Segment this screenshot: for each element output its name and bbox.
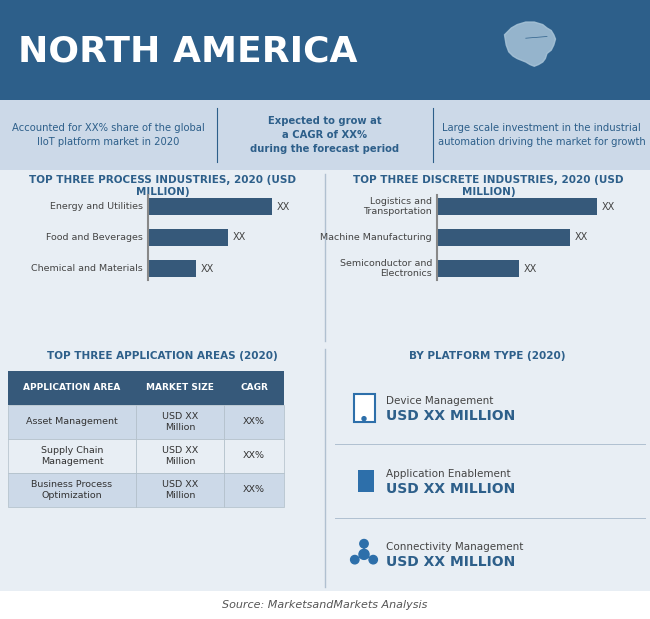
Bar — [0, 170, 650, 345]
Bar — [0, 0, 650, 100]
Bar — [136, 371, 224, 405]
Text: Source: MarketsandMarkets Analysis: Source: MarketsandMarkets Analysis — [222, 600, 428, 610]
Bar — [224, 473, 284, 507]
Bar — [148, 198, 272, 215]
Text: Business Process
Optimization: Business Process Optimization — [31, 480, 112, 500]
Bar — [0, 345, 650, 591]
Text: Expected to grow at
a CAGR of XX%
during the forecast period: Expected to grow at a CAGR of XX% during… — [250, 116, 400, 154]
Bar — [367, 470, 374, 492]
Text: USD XX
Million: USD XX Million — [162, 412, 198, 432]
Text: XX: XX — [602, 202, 615, 212]
Text: USD XX
Million: USD XX Million — [162, 480, 198, 500]
Bar — [437, 198, 597, 215]
Text: XX: XX — [233, 233, 246, 243]
Bar — [224, 405, 284, 439]
Text: Connectivity Management: Connectivity Management — [386, 542, 523, 552]
Text: MARKET SIZE: MARKET SIZE — [146, 384, 214, 392]
Text: Machine Manufacturing: Machine Manufacturing — [320, 233, 432, 242]
Text: XX: XX — [575, 233, 588, 243]
Text: BY PLATFORM TYPE (2020): BY PLATFORM TYPE (2020) — [410, 351, 566, 361]
Bar — [148, 260, 196, 277]
Text: TOP THREE APPLICATION AREAS (2020): TOP THREE APPLICATION AREAS (2020) — [47, 351, 278, 361]
Bar — [136, 405, 224, 439]
Bar — [136, 473, 224, 507]
Bar — [8, 473, 136, 507]
Text: USD XX MILLION: USD XX MILLION — [386, 482, 515, 496]
Text: Large scale investment in the industrial
automation driving the market for growt: Large scale investment in the industrial… — [438, 123, 645, 147]
Bar — [0, 100, 650, 170]
Text: Chemical and Materials: Chemical and Materials — [31, 264, 143, 273]
Text: CAGR: CAGR — [240, 384, 268, 392]
Text: XX%: XX% — [243, 417, 265, 426]
Polygon shape — [504, 22, 556, 66]
Text: Asset Management: Asset Management — [26, 417, 118, 426]
Bar — [354, 394, 374, 422]
Circle shape — [359, 549, 369, 560]
Bar — [148, 229, 228, 246]
Text: Supply Chain
Management: Supply Chain Management — [41, 446, 103, 466]
Text: Device Management: Device Management — [386, 396, 493, 405]
Text: NORTH AMERICA: NORTH AMERICA — [18, 34, 358, 68]
Bar — [363, 470, 369, 492]
Circle shape — [362, 417, 366, 421]
Text: APPLICATION AREA: APPLICATION AREA — [23, 384, 121, 392]
Bar — [437, 260, 519, 277]
Text: XX: XX — [201, 264, 214, 274]
Bar — [8, 405, 136, 439]
Text: XX%: XX% — [243, 485, 265, 495]
Text: TOP THREE PROCESS INDUSTRIES, 2020 (USD
MILLION): TOP THREE PROCESS INDUSTRIES, 2020 (USD … — [29, 175, 296, 197]
Bar — [8, 439, 136, 473]
Bar — [224, 439, 284, 473]
Circle shape — [369, 555, 378, 564]
Text: Food and Beverages: Food and Beverages — [46, 233, 143, 242]
Text: Logistics and
Transportation: Logistics and Transportation — [363, 197, 432, 216]
Text: XX%: XX% — [243, 451, 265, 461]
Text: Accounted for XX% share of the global
IIoT platform market in 2020: Accounted for XX% share of the global II… — [12, 123, 205, 147]
Bar — [8, 371, 136, 405]
Text: TOP THREE DISCRETE INDUSTRIES, 2020 (USD
MILLION): TOP THREE DISCRETE INDUSTRIES, 2020 (USD… — [353, 175, 624, 197]
Text: USD XX MILLION: USD XX MILLION — [386, 555, 515, 569]
Bar — [136, 439, 224, 473]
Bar — [224, 371, 284, 405]
Bar — [437, 229, 569, 246]
Circle shape — [360, 540, 368, 548]
Text: Energy and Utilities: Energy and Utilities — [50, 202, 143, 211]
Circle shape — [350, 555, 359, 564]
Text: XX: XX — [277, 202, 291, 212]
Bar — [358, 470, 364, 492]
Text: USD XX
Million: USD XX Million — [162, 446, 198, 466]
Text: Application Enablement: Application Enablement — [386, 469, 511, 479]
Text: Semiconductor and
Electronics: Semiconductor and Electronics — [339, 259, 432, 278]
Text: XX: XX — [524, 264, 537, 274]
Text: USD XX MILLION: USD XX MILLION — [386, 409, 515, 423]
